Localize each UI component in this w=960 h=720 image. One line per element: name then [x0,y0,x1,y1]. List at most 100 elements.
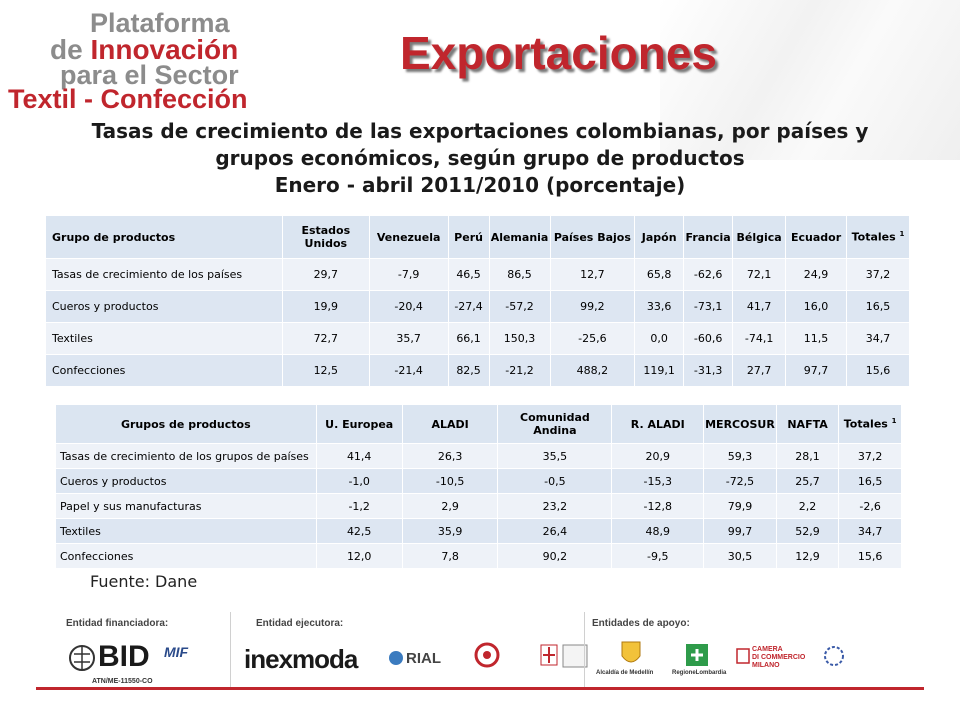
value-cell: 59,3 [703,443,777,469]
value-cell: 41,7 [732,290,787,323]
value-cell: 16,5 [846,290,910,323]
value-cell: -10,5 [402,468,499,494]
value-cell: -21,4 [369,354,449,386]
value-cell: -7,9 [369,258,449,291]
header-cell: Ecuador [785,216,848,259]
row-label: Textiles [46,322,283,355]
value-cell: -15,3 [611,468,705,494]
value-cell: 99,2 [550,290,636,323]
header-cell: Venezuela [369,216,449,259]
value-cell: -31,3 [683,354,734,386]
slide-title: Exportaciones [400,27,717,79]
value-cell: -12,8 [611,493,705,519]
value-cell: -60,6 [683,322,734,355]
rial-logo: RIAL [406,650,441,667]
value-cell: 2,2 [776,493,840,519]
countries-table-row: Cueros y productos 19,9 -20,4 -27,4 -57,2 99,… [46,290,910,323]
header-cell: Países Bajos [550,216,636,259]
camara-comercio-medellin-icon [474,642,500,668]
camera-line-1: CAMERA [752,646,783,653]
header-cell: Grupo de productos [46,216,283,259]
bid-emblem-icon [69,645,95,671]
value-cell: 34,7 [838,518,902,544]
value-cell: 35,7 [369,322,449,355]
header-cell: U. Europea [316,405,403,444]
value-cell: 11,5 [785,322,848,355]
row-label: Textiles [56,518,317,544]
alcaldia-label: Alcaldía de Medellín [596,670,654,676]
groups-table-header: Grupos de productos U. Europea ALADI Com… [56,405,902,444]
totales-label: Totales [843,417,888,431]
footer-separator [230,612,231,688]
value-cell: 16,0 [785,290,848,323]
logo-line-2: de Innovación [50,34,238,66]
groups-table-row: Tasas de crecimiento de los grupos de pa… [56,443,902,469]
logo-line-3: para el Sector [60,60,239,90]
mif-logo: MIF [164,644,189,660]
value-cell: 46,5 [448,258,490,291]
value-cell: 119,1 [634,354,685,386]
header-cell: Bélgica [732,216,787,259]
value-cell: 37,2 [846,258,910,291]
value-cell: 2,9 [402,493,499,519]
value-cell: -0,5 [497,468,613,494]
ejecutora-label: Entidad ejecutora: [256,618,344,629]
camera-line-2: DI COMMERCIO [752,654,806,661]
groups-table-row: Papel y sus manufacturas -1,2 2,9 23,2 -12,8… [56,493,902,519]
value-cell: -1,0 [316,468,403,494]
logo-line-4: Textil - Confección [8,84,248,114]
countries-table: Grupo de productos Estados Unidos Venezu… [46,216,910,386]
value-cell: -20,4 [369,290,449,323]
plataforma-logo: Plataforma de Innovación para el Sector … [8,8,248,114]
slide-subtitle: Tasas de crecimiento de las exportacione… [30,118,930,199]
value-cell: 97,7 [785,354,848,386]
value-cell: 35,5 [497,443,613,469]
groups-table-row: Confecciones 12,0 7,8 90,2 -9,5 30,5 12,9 15,6 [56,543,902,568]
value-cell: 19,9 [282,290,370,323]
totales-footnote: 1 [899,230,905,239]
value-cell: 28,1 [776,443,840,469]
header-cell: Estados Unidos [282,216,370,259]
value-cell: 150,3 [489,322,551,355]
totales-label: Totales [851,230,896,244]
subtitle-line-3: Enero - abril 2011/2010 (porcentaje) [274,173,686,197]
value-cell: 25,7 [776,468,840,494]
header-cell: MERCOSUR [703,405,777,444]
value-cell: -9,5 [611,543,705,568]
header-cell: Perú [448,216,490,259]
value-cell: 12,0 [316,543,403,568]
countries-table-row: Textiles 72,7 35,7 66,1 150,3 -25,6 0,0 -60,6 -7… [46,322,910,355]
camera-commercio-logo: CAMERA DI COMMERCIO MILANO [752,646,805,670]
alcaldia-shield-icon [621,641,641,663]
header-cell-totales: Totales 1 [838,405,902,444]
value-cell: 12,5 [282,354,370,386]
value-cell: 30,5 [703,543,777,568]
paises-bajos-icon [562,644,588,668]
value-cell: 20,9 [611,443,705,469]
value-cell: 52,9 [776,518,840,544]
value-cell: 33,6 [634,290,685,323]
value-cell: 26,3 [402,443,499,469]
groups-table: Grupos de productos U. Europea ALADI Com… [56,405,902,568]
row-label: Cueros y productos [46,290,283,323]
value-cell: 37,2 [838,443,902,469]
value-cell: 41,4 [316,443,403,469]
regione-label: RegioneLombardia [672,670,727,676]
header-cell: Japón [634,216,685,259]
inexmoda-logo: inexmoda [244,644,358,674]
milano-crest-icon [540,644,558,666]
logo-line-1: Plataforma [90,8,230,38]
camera-line-3: MILANO [752,662,780,669]
header-cell-totales: Totales 1 [846,216,910,259]
value-cell: -57,2 [489,290,551,323]
footer-red-line [36,687,924,690]
value-cell: 66,1 [448,322,490,355]
value-cell: 23,2 [497,493,613,519]
value-cell: 26,4 [497,518,613,544]
value-cell: 29,7 [282,258,370,291]
footer-separator [584,612,585,688]
value-cell: 15,6 [846,354,910,386]
header-cell: Alemania [489,216,551,259]
logo-line-2b: Innovación [90,34,239,65]
value-cell: -1,2 [316,493,403,519]
